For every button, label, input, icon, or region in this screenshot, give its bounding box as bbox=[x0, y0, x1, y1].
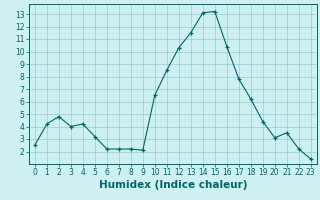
X-axis label: Humidex (Indice chaleur): Humidex (Indice chaleur) bbox=[99, 180, 247, 190]
